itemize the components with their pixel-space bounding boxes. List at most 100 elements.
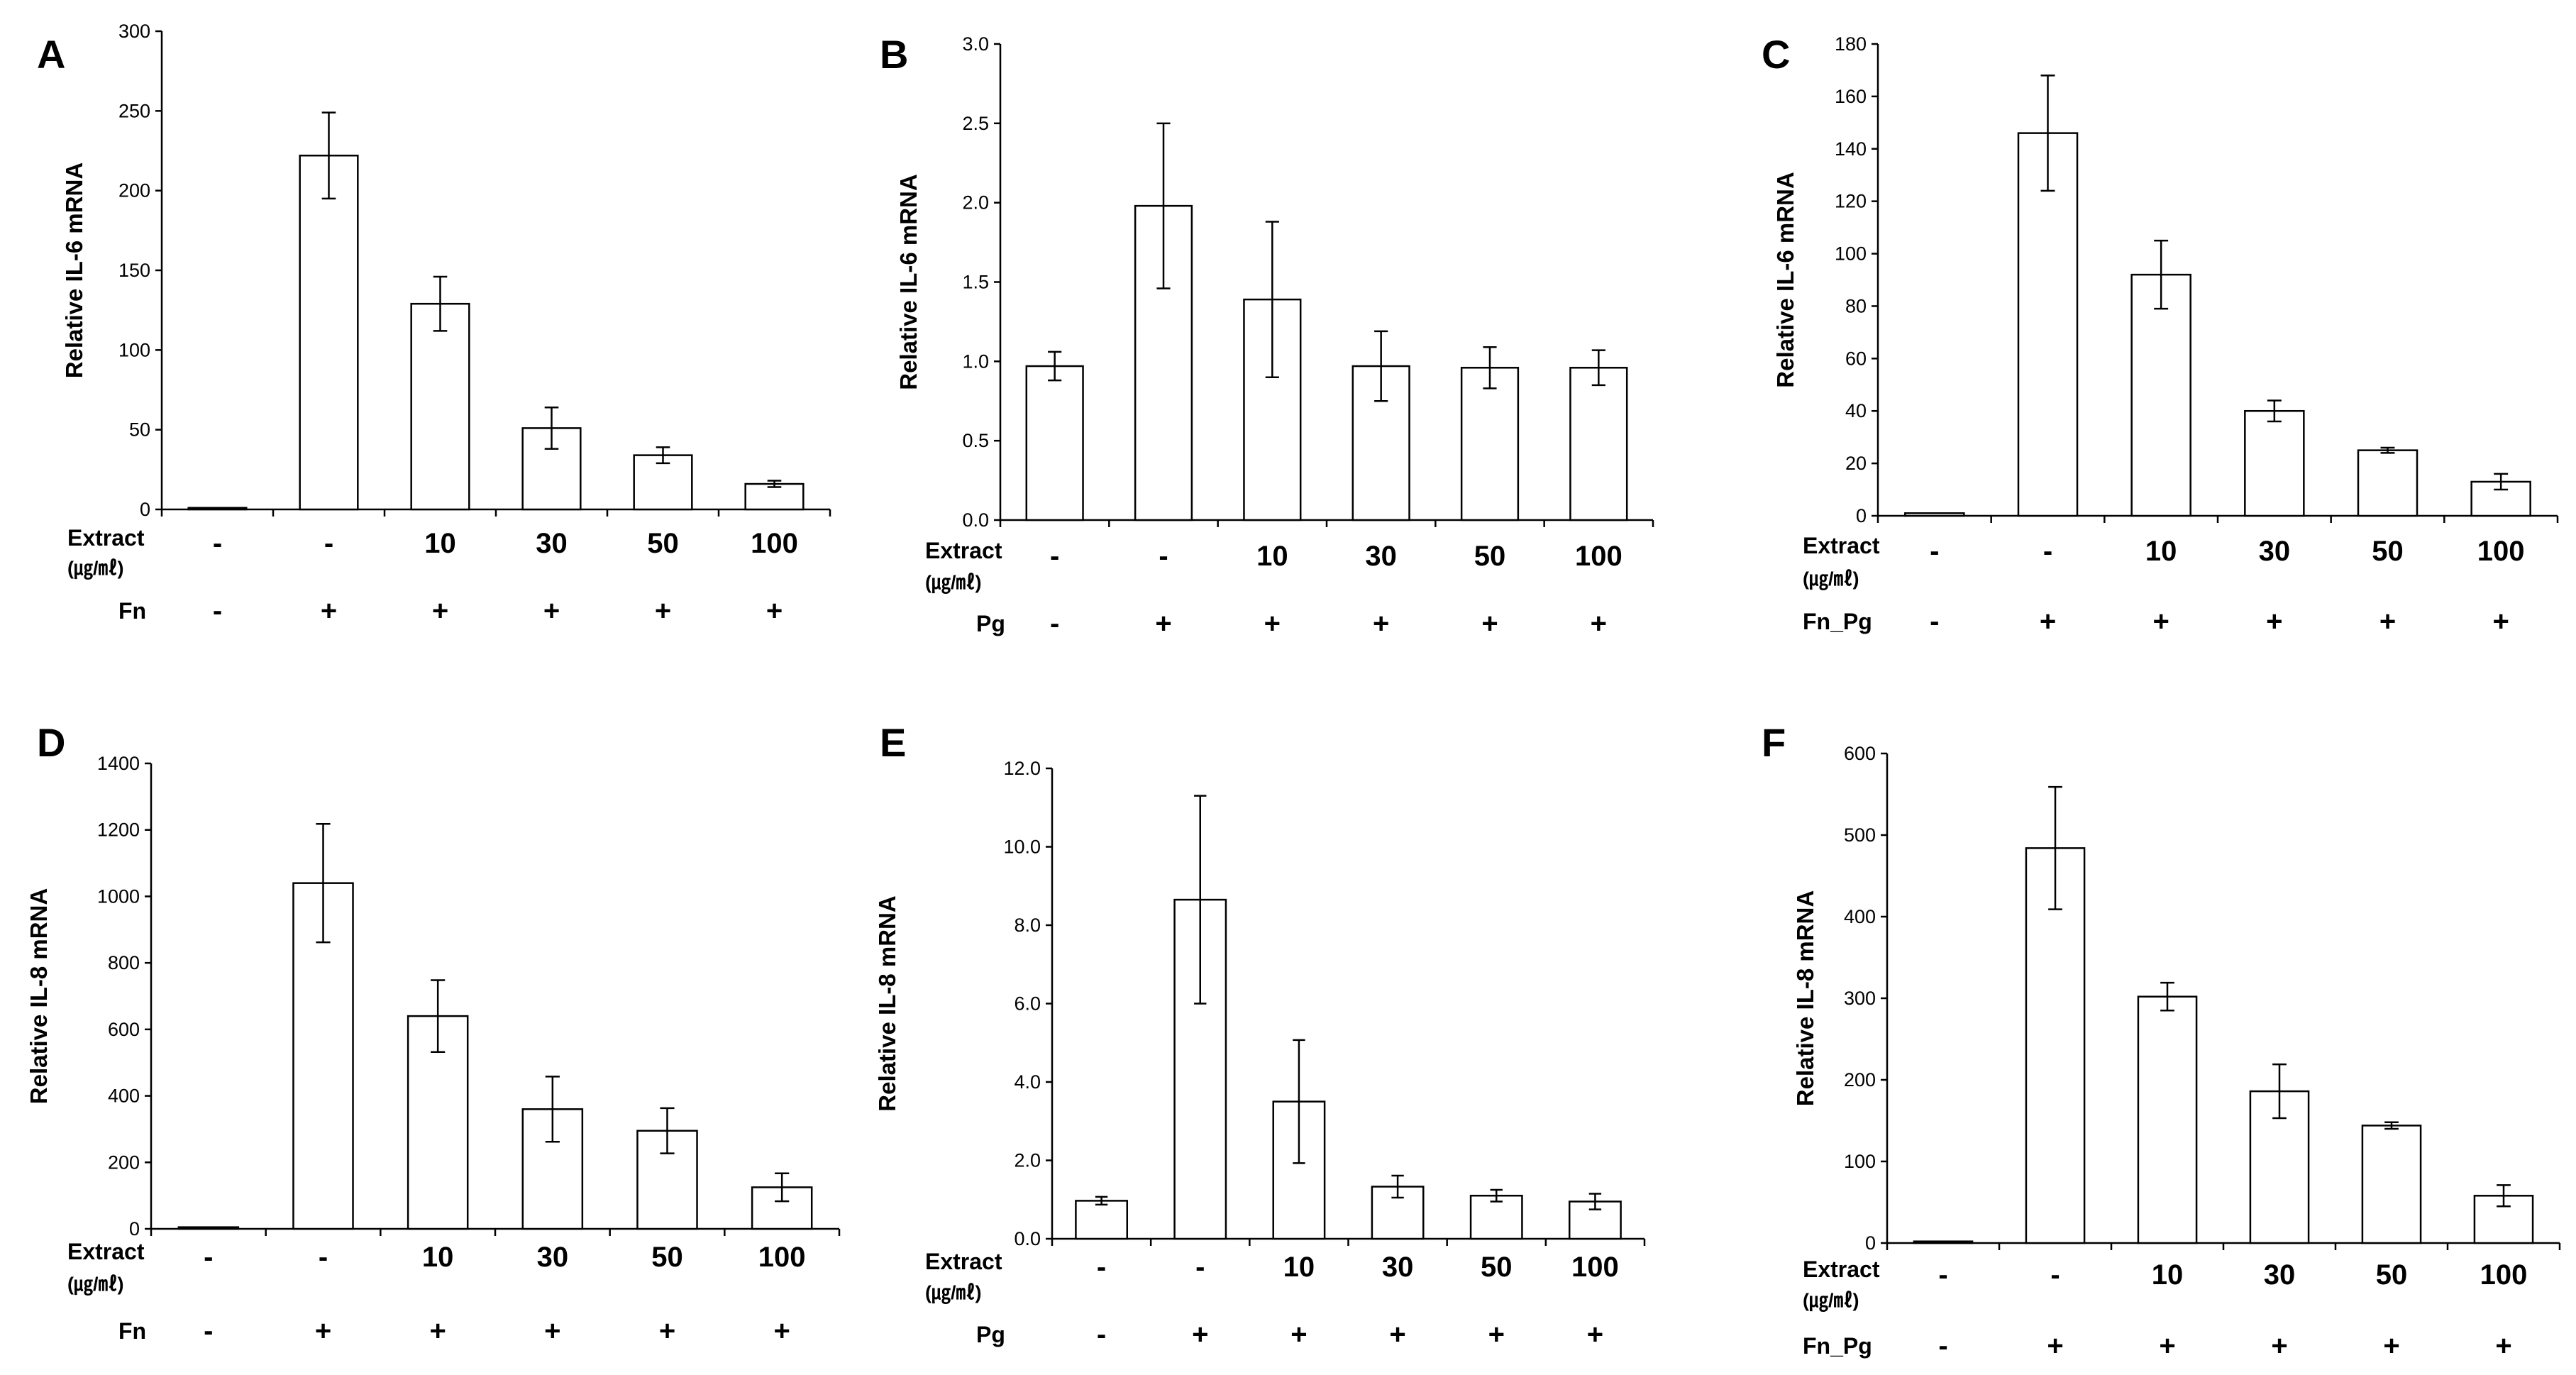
panel-c-treatment-value: +	[2040, 606, 2056, 637]
panel-a-treatment-value: +	[321, 595, 337, 626]
panel-b-y-tick-label: 2.0	[962, 192, 989, 214]
panel-f-bar	[2137, 995, 2198, 1244]
panel-f-extract-value: 100	[2480, 1259, 2528, 1291]
panel-f-y-tick-label: 200	[1844, 1069, 1876, 1090]
panel-e-treatment-value: -	[1097, 1319, 1106, 1350]
panel-b-extract-value: 50	[1474, 541, 1506, 572]
panel-c-extract-value: 50	[2372, 536, 2404, 567]
panel-a-unit-label: (㎍/㎖)	[67, 558, 123, 580]
panel-a-bar	[744, 482, 805, 511]
panel-f-y-tick-label: 100	[1844, 1151, 1876, 1172]
panel-d-treatment-value: +	[315, 1315, 331, 1347]
panel-c-extract-value: -	[2043, 536, 2052, 567]
panel-d: D Relative IL-8 mRNA 0 200 400 600 800 1000 1200…	[26, 720, 841, 1347]
panel-b-treatment-value: -	[1050, 608, 1059, 639]
panel-b-extract-value: 100	[1575, 541, 1623, 572]
panel-f-extract-value: 30	[2264, 1259, 2296, 1291]
panel-b: B Relative IL-6 mRNA 0.0 0.5 1.0 1.5 2.0 2.5 3.0…	[880, 32, 1654, 639]
panel-a-bar	[299, 154, 359, 511]
panel-b-y-tick-label: 3.0	[962, 33, 989, 55]
panel-a-bar	[187, 507, 248, 511]
panel-d-treatment-label: Fn	[118, 1318, 146, 1344]
panel-c-y-axis-label: Relative IL-6 mRNA	[1772, 172, 1798, 387]
panel-e-y-tick-label: 8.0	[1014, 915, 1041, 936]
panel-f-treatment-label: Fn_Pg	[1803, 1333, 1872, 1359]
panel-b-bar	[1569, 367, 1628, 521]
panel-a-y-tick-label: 250	[118, 100, 150, 121]
panel-e-y-tick-label: 0.0	[1014, 1228, 1041, 1249]
panel-e-extract-label: Extract	[925, 1249, 1002, 1274]
panel-d-unit-label: (㎍/㎖)	[67, 1274, 123, 1296]
panel-d-treatment-value: +	[429, 1315, 446, 1347]
panel-c-y-tick-label: 180	[1835, 33, 1867, 55]
panel-b-extract-value: 30	[1365, 541, 1397, 572]
panel-e-extract-value: -	[1097, 1252, 1106, 1283]
panel-b-bar	[1460, 367, 1520, 521]
panel-b-treatment-value: +	[1264, 608, 1281, 639]
panel-d-treatment-value: +	[659, 1315, 675, 1347]
panel-a-treatment-value: +	[432, 595, 448, 626]
panel-e-treatment-value: +	[1192, 1319, 1208, 1350]
panel-e-treatment-label: Pg	[976, 1322, 1005, 1347]
panel-c-y-tick-label: 60	[1845, 348, 1867, 369]
panel-f-y-tick-label: 500	[1844, 824, 1876, 846]
panel-c-y-tick-label: 140	[1835, 138, 1867, 160]
panel-d-extract-label: Extract	[67, 1239, 145, 1264]
panel-a-y-tick-label: 200	[118, 180, 150, 201]
panel-c-treatment-value: +	[2266, 606, 2282, 637]
panel-f-extract-value: 50	[2376, 1259, 2408, 1291]
panel-d-y-tick-label: 1200	[97, 819, 140, 841]
panel-c-bar	[2130, 273, 2191, 517]
panel-f-extract-value: -	[1938, 1259, 1947, 1291]
panel-e-extract-value: 30	[1382, 1252, 1414, 1283]
panel-b-bar	[1025, 365, 1084, 521]
panel-e-treatment-value: +	[1389, 1319, 1405, 1350]
panel-d-y-tick-label: 1000	[97, 885, 140, 907]
panel-f-treatment-value: -	[1938, 1330, 1947, 1362]
panel-e-letter: E	[880, 720, 906, 765]
panel-b-y-tick-label: 0.0	[962, 509, 989, 531]
panel-a-extract-value: 30	[536, 528, 568, 559]
panel-c-letter: C	[1762, 32, 1790, 77]
panel-d-y-tick-label: 800	[108, 952, 140, 973]
panel-a-extract-label: Extract	[67, 525, 145, 551]
panel-a-bar	[410, 302, 470, 511]
panel-a-y-tick-label: 100	[118, 339, 150, 360]
panel-b-unit-label: (㎍/㎖)	[925, 572, 981, 595]
panel-a-treatment-label: Fn	[118, 598, 146, 624]
panel-d-treatment-value: +	[544, 1315, 560, 1347]
panel-a-extract-value: 100	[751, 528, 798, 559]
panel-e-extract-value: 100	[1571, 1252, 1619, 1283]
panel-a: A Relative IL-6 mRNA 0 50 100 150 200 250 300 - - -…	[37, 21, 831, 626]
panel-a-bar	[633, 454, 693, 511]
panel-a-treatment-value: -	[213, 595, 222, 626]
panel-f-treatment-value: +	[2495, 1330, 2511, 1362]
panel-d-extract-value: 100	[758, 1242, 806, 1273]
panel-c-y-tick-label: 80	[1845, 295, 1867, 316]
panel-a-extract-value: -	[324, 528, 333, 559]
panel-e-y-tick-label: 2.0	[1014, 1150, 1041, 1171]
panel-d-treatment-value: +	[773, 1315, 790, 1347]
panel-e: E Relative IL-8 mRNA 0.0 2.0 4.0 6.0 8.0 10.0 12…	[874, 720, 1646, 1350]
panel-c-bar	[2017, 132, 2079, 517]
panel-a-y-tick-label: 300	[118, 21, 150, 42]
panel-d-y-tick-label: 400	[108, 1086, 140, 1107]
panel-b-y-tick-label: 1.0	[962, 350, 989, 372]
panel-b-extract-label: Extract	[925, 538, 1002, 563]
panel-e-treatment-value: +	[1587, 1319, 1603, 1350]
panel-c-bar	[1904, 512, 1965, 517]
panel-c-extract-value: 100	[2477, 536, 2525, 567]
panel-c-extract-label: Extract	[1803, 533, 1880, 558]
panel-f-extract-value: -	[2050, 1259, 2060, 1291]
panel-f-treatment-value: +	[2271, 1330, 2287, 1362]
panel-b-y-axis-label: Relative IL-6 mRNA	[895, 174, 922, 390]
panel-b-treatment-label: Pg	[976, 611, 1005, 636]
panel-b-y-tick-label: 2.5	[962, 113, 989, 134]
panel-c-extract-value: 10	[2145, 536, 2177, 567]
panel-a-letter: A	[37, 32, 65, 77]
panel-c-treatment-value: +	[2152, 606, 2169, 637]
panel-d-y-tick-label: 600	[108, 1019, 140, 1040]
panel-e-bar	[1075, 1200, 1129, 1240]
panel-e-extract-value: -	[1195, 1252, 1205, 1283]
panel-c-y-tick-label: 20	[1845, 453, 1867, 474]
